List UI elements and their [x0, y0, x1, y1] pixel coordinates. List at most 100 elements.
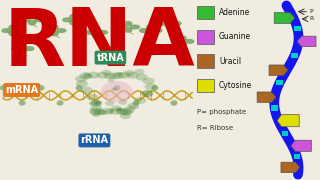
Ellipse shape: [108, 73, 121, 79]
Ellipse shape: [118, 72, 131, 78]
Text: Adenine: Adenine: [219, 8, 250, 17]
Ellipse shape: [101, 108, 113, 115]
Ellipse shape: [81, 87, 93, 93]
Ellipse shape: [145, 83, 157, 90]
Polygon shape: [291, 140, 311, 151]
Text: P= phosphate: P= phosphate: [197, 109, 246, 115]
Ellipse shape: [84, 30, 95, 35]
Ellipse shape: [69, 20, 78, 26]
Ellipse shape: [184, 39, 195, 44]
Bar: [197, 54, 214, 68]
Polygon shape: [297, 36, 316, 47]
Ellipse shape: [86, 94, 99, 101]
Ellipse shape: [20, 17, 31, 22]
Ellipse shape: [8, 31, 17, 36]
Ellipse shape: [8, 24, 17, 30]
Ellipse shape: [116, 108, 128, 115]
Ellipse shape: [124, 21, 132, 27]
Ellipse shape: [92, 26, 100, 32]
Ellipse shape: [18, 42, 27, 48]
Text: R= Ribose: R= Ribose: [197, 125, 233, 131]
Ellipse shape: [91, 100, 100, 105]
Ellipse shape: [119, 109, 132, 116]
Ellipse shape: [124, 70, 135, 76]
Bar: [276, 80, 283, 85]
Ellipse shape: [172, 21, 182, 26]
Ellipse shape: [84, 74, 93, 79]
Ellipse shape: [139, 28, 149, 33]
Bar: [282, 131, 288, 136]
Text: P: P: [310, 9, 313, 14]
Ellipse shape: [121, 109, 133, 115]
Ellipse shape: [0, 85, 7, 91]
Text: Uracil: Uracil: [219, 57, 241, 66]
Ellipse shape: [101, 81, 133, 103]
Ellipse shape: [141, 90, 153, 97]
Ellipse shape: [28, 20, 36, 26]
Text: tRNA: tRNA: [97, 53, 124, 63]
Text: Cytosine: Cytosine: [219, 81, 252, 90]
Ellipse shape: [97, 72, 109, 79]
Ellipse shape: [94, 109, 106, 115]
Ellipse shape: [129, 105, 136, 109]
Ellipse shape: [75, 75, 87, 82]
Text: Guanine: Guanine: [219, 32, 251, 41]
Ellipse shape: [89, 101, 97, 105]
Bar: [294, 26, 300, 31]
Ellipse shape: [105, 101, 114, 106]
Ellipse shape: [98, 110, 107, 115]
Ellipse shape: [104, 72, 116, 79]
Ellipse shape: [24, 46, 35, 51]
Ellipse shape: [120, 113, 131, 119]
Ellipse shape: [126, 72, 139, 79]
Ellipse shape: [69, 14, 78, 19]
Ellipse shape: [132, 100, 140, 106]
Ellipse shape: [171, 39, 181, 44]
Ellipse shape: [98, 30, 108, 35]
Bar: [197, 6, 214, 19]
Ellipse shape: [18, 49, 27, 54]
Ellipse shape: [158, 21, 168, 26]
Ellipse shape: [57, 100, 64, 106]
Ellipse shape: [28, 14, 36, 19]
Ellipse shape: [34, 17, 44, 22]
Text: rRNA: rRNA: [80, 135, 108, 145]
Ellipse shape: [111, 88, 117, 91]
Ellipse shape: [178, 35, 187, 41]
Polygon shape: [281, 162, 300, 173]
Ellipse shape: [152, 28, 163, 33]
Ellipse shape: [178, 41, 187, 47]
Ellipse shape: [43, 28, 53, 33]
Ellipse shape: [11, 46, 21, 51]
Bar: [291, 53, 298, 58]
Ellipse shape: [134, 69, 145, 75]
Ellipse shape: [109, 108, 122, 115]
Ellipse shape: [106, 109, 114, 114]
Ellipse shape: [130, 24, 140, 30]
Ellipse shape: [38, 85, 45, 91]
Ellipse shape: [90, 109, 102, 116]
Ellipse shape: [50, 31, 59, 36]
Ellipse shape: [76, 85, 83, 91]
Ellipse shape: [146, 31, 155, 36]
Ellipse shape: [89, 108, 101, 115]
Ellipse shape: [116, 24, 127, 30]
Ellipse shape: [111, 105, 122, 111]
Ellipse shape: [88, 72, 100, 78]
Polygon shape: [274, 13, 295, 23]
Ellipse shape: [114, 85, 121, 91]
Ellipse shape: [117, 107, 123, 111]
Text: R: R: [310, 16, 314, 21]
Ellipse shape: [90, 100, 102, 107]
Ellipse shape: [127, 103, 139, 110]
Ellipse shape: [171, 100, 178, 106]
Ellipse shape: [50, 24, 59, 30]
Ellipse shape: [143, 78, 155, 84]
Polygon shape: [277, 114, 299, 127]
Ellipse shape: [116, 108, 123, 112]
Ellipse shape: [124, 27, 132, 33]
Bar: [197, 30, 214, 44]
Ellipse shape: [79, 73, 92, 79]
Polygon shape: [257, 92, 276, 102]
Ellipse shape: [165, 17, 174, 23]
